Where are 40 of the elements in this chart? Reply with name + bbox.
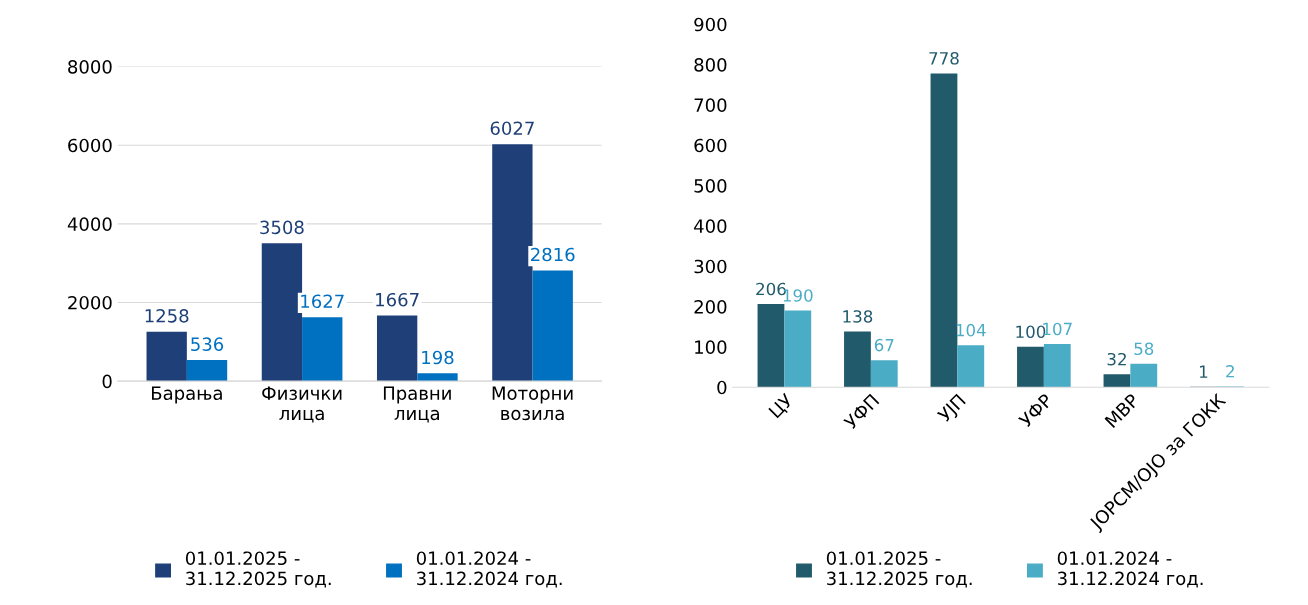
y-tick-label: 8000 — [68, 60, 112, 74]
x-tick-label: УЈП — [936, 393, 969, 426]
x-tick-label: Правни лица — [383, 386, 451, 423]
data-label: 778 — [929, 52, 959, 65]
data-label: 198 — [422, 350, 454, 365]
data-label: 1258 — [145, 308, 189, 323]
x-tick-label: ЦУ — [768, 392, 796, 421]
data-label: 58 — [1134, 342, 1154, 356]
x-tick-label: Барања — [152, 386, 222, 404]
data-label: 536 — [191, 337, 224, 352]
y-tick-label: 800 — [694, 57, 727, 72]
y-tick-label: 6000 — [68, 138, 112, 153]
data-label: 1627 — [301, 294, 344, 309]
x-tick-label: Моторни возила — [492, 386, 573, 421]
y-tick-label: 0 — [717, 380, 727, 395]
legend-label: 01.01.2024 - 31.12.2024 год. — [416, 551, 562, 588]
data-label: 1667 — [376, 292, 419, 307]
data-label: 138 — [843, 310, 873, 323]
data-label: 2816 — [531, 247, 575, 262]
y-tick-label: 2000 — [68, 295, 112, 310]
x-tick-label: Физички лица — [262, 386, 342, 423]
y-tick-label: 300 — [694, 259, 727, 274]
y-tick-label: 500 — [694, 178, 727, 193]
y-tick-label: 600 — [694, 138, 727, 153]
data-label: 1 — [1199, 365, 1208, 378]
y-tick-label: 900 — [694, 17, 727, 32]
y-tick-label: 200 — [694, 299, 727, 314]
y-tick-label: 0 — [102, 374, 112, 389]
data-label: 2 — [1226, 365, 1234, 378]
legend-label: 01.01.2025 - 31.12.2025 год. — [826, 551, 972, 588]
legend-label: 01.01.2025 - 31.12.2025 год. — [185, 551, 331, 588]
y-tick-label: 100 — [695, 340, 727, 354]
y-tick-label: 700 — [694, 98, 727, 112]
y-tick-label: 4000 — [67, 217, 112, 231]
data-label: 32 — [1107, 352, 1126, 366]
data-label: 3508 — [260, 220, 304, 235]
data-label: 67 — [874, 338, 894, 352]
data-label: 6027 — [490, 121, 534, 136]
legend-label: 01.01.2024 - 31.12.2024 год. — [1057, 551, 1203, 588]
y-tick-label: 400 — [694, 219, 727, 233]
